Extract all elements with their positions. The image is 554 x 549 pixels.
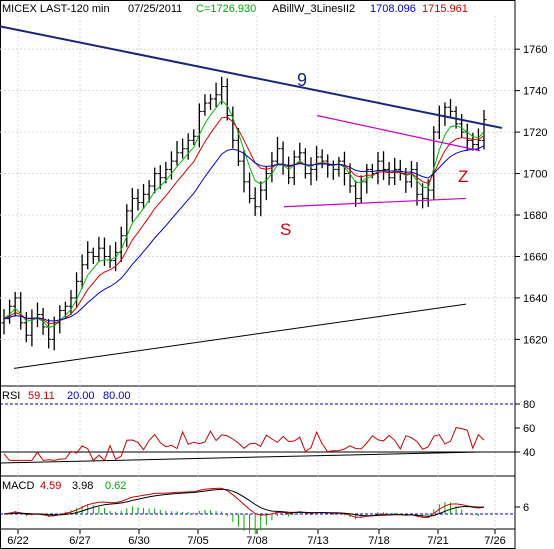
axis-area: 1620 1640 1660 1680 1700 1720 1740 1760 6/22 6/27…	[7, 44, 547, 547]
macd-signal-line	[3, 488, 484, 517]
y-tick-label: 1720	[523, 127, 547, 139]
x-tick-label: 7/18	[368, 535, 389, 547]
chart-title: MICEX LAST-120 min	[2, 3, 110, 15]
y-tick-label: 1620	[523, 334, 547, 346]
rsi-label: RSI	[2, 390, 21, 402]
grid	[0, 0, 516, 549]
y-tick-label: 1700	[523, 169, 547, 181]
rsi-panel	[0, 403, 515, 464]
rsi-trendline	[0, 451, 481, 464]
x-tick-label: 6/27	[69, 535, 90, 547]
chart-date: 07/25/2011	[128, 3, 183, 15]
y-tick-label: 1660	[523, 251, 547, 263]
x-tick-label: 7/08	[246, 535, 267, 547]
rsi-value: 59.11	[28, 390, 55, 402]
y-tick-label: 1680	[523, 210, 547, 222]
rsi-high-level: 80.00	[103, 390, 131, 402]
x-tick-label: 6/22	[7, 535, 28, 547]
close-value: C=1726.930	[196, 3, 257, 15]
resistance-trendline	[0, 25, 503, 129]
ma-green	[3, 99, 485, 329]
triangle-lower	[283, 197, 467, 208]
macd-label: MACD	[2, 480, 35, 492]
y-tick-label: 1760	[523, 44, 547, 56]
x-tick-label: 7/26	[484, 535, 505, 547]
rsi-tick-label: 60	[523, 423, 535, 435]
price-panel	[0, 25, 503, 369]
x-tick-label: 7/05	[187, 535, 208, 547]
macd-panel	[0, 487, 515, 534]
support-trendline	[13, 303, 467, 369]
macd-value-2: 3.98	[72, 480, 94, 492]
x-tick-label: 7/13	[307, 535, 328, 547]
study-value-2: 1715.961	[422, 3, 468, 15]
study-name: ABillW_3LinesII2	[272, 3, 356, 15]
wave-label-9: 9	[297, 70, 308, 90]
triangle-upper	[316, 114, 481, 152]
rsi-tick-label: 40	[523, 447, 535, 459]
rsi-line	[3, 427, 485, 462]
macd-value-3: 0.62	[105, 480, 127, 492]
rsi-tick-label: 80	[523, 399, 535, 411]
x-tick-label: 6/30	[128, 535, 149, 547]
chart-frame	[0, 0, 516, 549]
macd-tick-label: 6	[523, 502, 529, 514]
pattern-label-s: S	[280, 220, 292, 239]
rsi-low-level: 20.00	[67, 390, 95, 402]
ma-blue	[3, 145, 485, 322]
y-tick-label: 1740	[523, 86, 547, 98]
ma-red	[3, 116, 485, 325]
study-value-1: 1708.096	[370, 3, 416, 15]
y-tick-label: 1640	[523, 293, 547, 305]
pattern-label-z: Z	[458, 167, 469, 186]
x-tick-label: 7/21	[427, 535, 448, 547]
macd-value-1: 4.59	[40, 480, 62, 492]
